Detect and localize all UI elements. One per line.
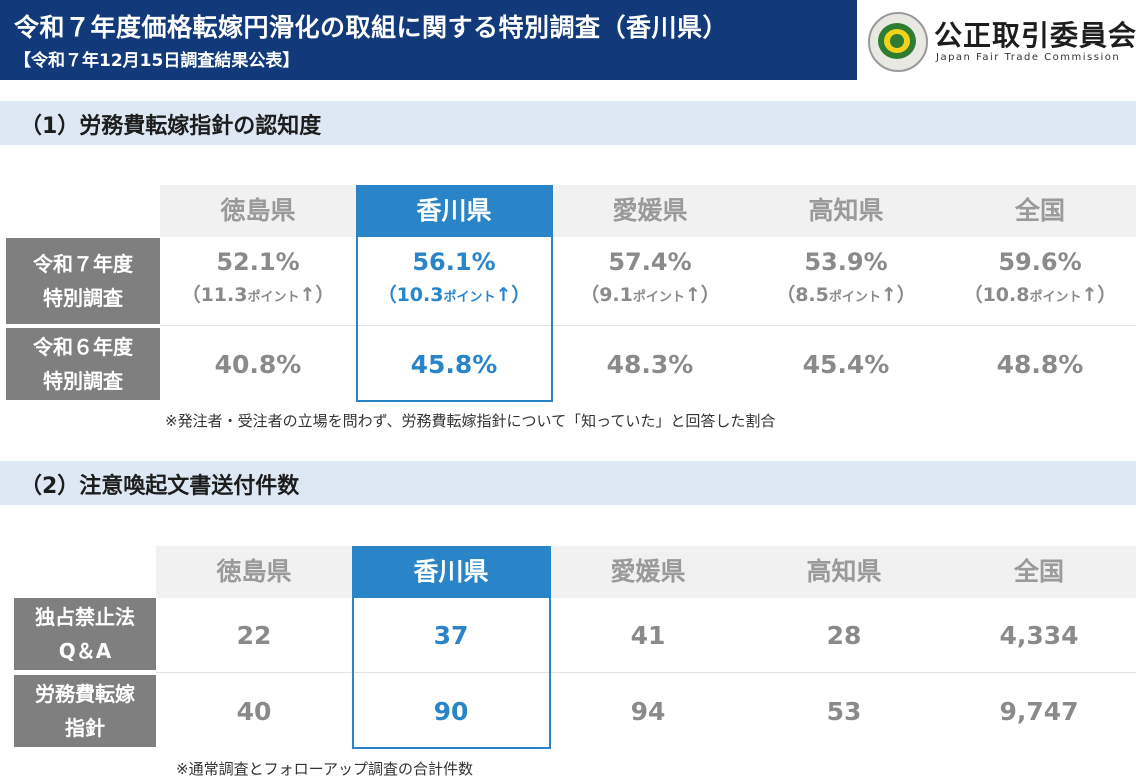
row-label-line: Q＆A bbox=[58, 639, 112, 663]
column-header-kochi: 高知県 bbox=[808, 196, 884, 225]
row-label-line: 独占禁止法 bbox=[35, 605, 135, 629]
cell-r6-tokushima: 40.8% bbox=[214, 349, 302, 379]
column-header-ehime: 愛媛県 bbox=[610, 557, 686, 586]
page-title: 令和７年度価格転嫁円滑化の取組に関する特別調査（香川県） bbox=[14, 13, 729, 42]
point-change: （9.1ポイント↑） bbox=[580, 284, 720, 306]
table1-header: 徳島県 香川県 愛媛県 高知県 全国 bbox=[160, 185, 1136, 237]
section-heading-letters: （2）注意喚起文書送付件数 bbox=[0, 461, 1136, 505]
cell-qa-kochi: 28 bbox=[826, 620, 862, 650]
point-change: （10.8ポイント↑） bbox=[963, 284, 1117, 306]
column-header-kagawa: 香川県 bbox=[356, 185, 552, 237]
column-header-kochi: 高知県 bbox=[806, 557, 882, 586]
row-divider bbox=[160, 325, 1136, 326]
cell-guideline-tokushima: 40 bbox=[236, 696, 272, 726]
column-header-tokushima: 徳島県 bbox=[216, 557, 292, 586]
table2-header: 徳島県 香川県 愛媛県 高知県 全国 bbox=[156, 546, 1136, 598]
cell-qa-national: 4,334 bbox=[999, 620, 1079, 650]
point-change: （10.3ポイント↑） bbox=[377, 284, 531, 306]
row-label-labor-guideline: 労務費転嫁 指針 bbox=[14, 675, 156, 747]
row-label-line: 特別調査 bbox=[43, 286, 123, 310]
logo-name-en: Japan Fair Trade Commission bbox=[936, 52, 1121, 63]
percent-value: 53.9% bbox=[804, 248, 888, 276]
row-divider bbox=[156, 672, 1136, 673]
section-heading-text: （1）労務費転嫁指針の認知度 bbox=[20, 114, 322, 139]
column-header-kagawa: 香川県 bbox=[352, 546, 550, 598]
note-awareness: ※発注者・受注者の立場を問わず、労務費転嫁指針について「知っていた」と回答した割… bbox=[165, 412, 776, 430]
row-label-line: 労務費転嫁 bbox=[35, 682, 135, 706]
row-label-r6: 令和６年度 特別調査 bbox=[6, 328, 160, 400]
cell-r6-kagawa: 45.8% bbox=[410, 349, 498, 379]
jftc-seal-icon bbox=[868, 12, 928, 72]
cell-qa-tokushima: 22 bbox=[236, 620, 272, 650]
cell-r7-national: 59.6% （10.8ポイント↑） bbox=[944, 248, 1136, 307]
cell-r6-kochi: 45.4% bbox=[802, 349, 890, 379]
row-label-line: 令和６年度 bbox=[33, 335, 133, 359]
cell-qa-kagawa: 37 bbox=[433, 620, 469, 650]
jftc-logo: 公正取引委員会 Japan Fair Trade Commission bbox=[862, 6, 1136, 76]
cell-guideline-kochi: 53 bbox=[826, 696, 862, 726]
column-header-national: 全国 bbox=[1014, 196, 1065, 225]
point-change: （8.5ポイント↑） bbox=[776, 284, 916, 306]
percent-value: 52.1% bbox=[216, 248, 300, 276]
point-change: （11.3ポイント↑） bbox=[181, 284, 335, 306]
section-heading-awareness: （1）労務費転嫁指針の認知度 bbox=[0, 101, 1136, 145]
cell-qa-ehime: 41 bbox=[630, 620, 666, 650]
percent-value: 59.6% bbox=[998, 248, 1082, 276]
cell-r6-national: 48.8% bbox=[996, 349, 1084, 379]
row-label-r7: 令和７年度 特別調査 bbox=[6, 238, 160, 324]
cell-r6-ehime: 48.3% bbox=[606, 349, 694, 379]
row-label-antimonopoly-qa: 独占禁止法 Q＆A bbox=[14, 598, 156, 670]
cell-r7-ehime: 57.4% （9.1ポイント↑） bbox=[552, 248, 748, 307]
row-label-line: 指針 bbox=[65, 716, 105, 740]
percent-value: 57.4% bbox=[608, 248, 692, 276]
cell-r7-kagawa: 56.1% （10.3ポイント↑） bbox=[356, 248, 552, 307]
cell-r7-kochi: 53.9% （8.5ポイント↑） bbox=[748, 248, 944, 307]
section-heading-text: （2）注意喚起文書送付件数 bbox=[20, 474, 300, 499]
cell-guideline-kagawa: 90 bbox=[433, 696, 469, 726]
row-label-line: 特別調査 bbox=[43, 369, 123, 393]
cell-guideline-national: 9,747 bbox=[999, 696, 1079, 726]
column-header-tokushima: 徳島県 bbox=[220, 196, 296, 225]
logo-name-jp: 公正取引委員会 bbox=[934, 19, 1136, 52]
note-letters: ※通常調査とフォローアップ調査の合計件数 bbox=[176, 760, 473, 778]
title-banner: 令和７年度価格転嫁円滑化の取組に関する特別調査（香川県） 【令和７年12月15日… bbox=[0, 0, 857, 80]
cell-guideline-ehime: 94 bbox=[630, 696, 666, 726]
column-header-national: 全国 bbox=[1013, 557, 1064, 586]
cell-r7-tokushima: 52.1% （11.3ポイント↑） bbox=[160, 248, 356, 307]
percent-value: 56.1% bbox=[412, 248, 496, 276]
column-header-ehime: 愛媛県 bbox=[612, 196, 688, 225]
row-label-line: 令和７年度 bbox=[33, 252, 133, 276]
publication-date: 【令和７年12月15日調査結果公表】 bbox=[14, 51, 300, 71]
